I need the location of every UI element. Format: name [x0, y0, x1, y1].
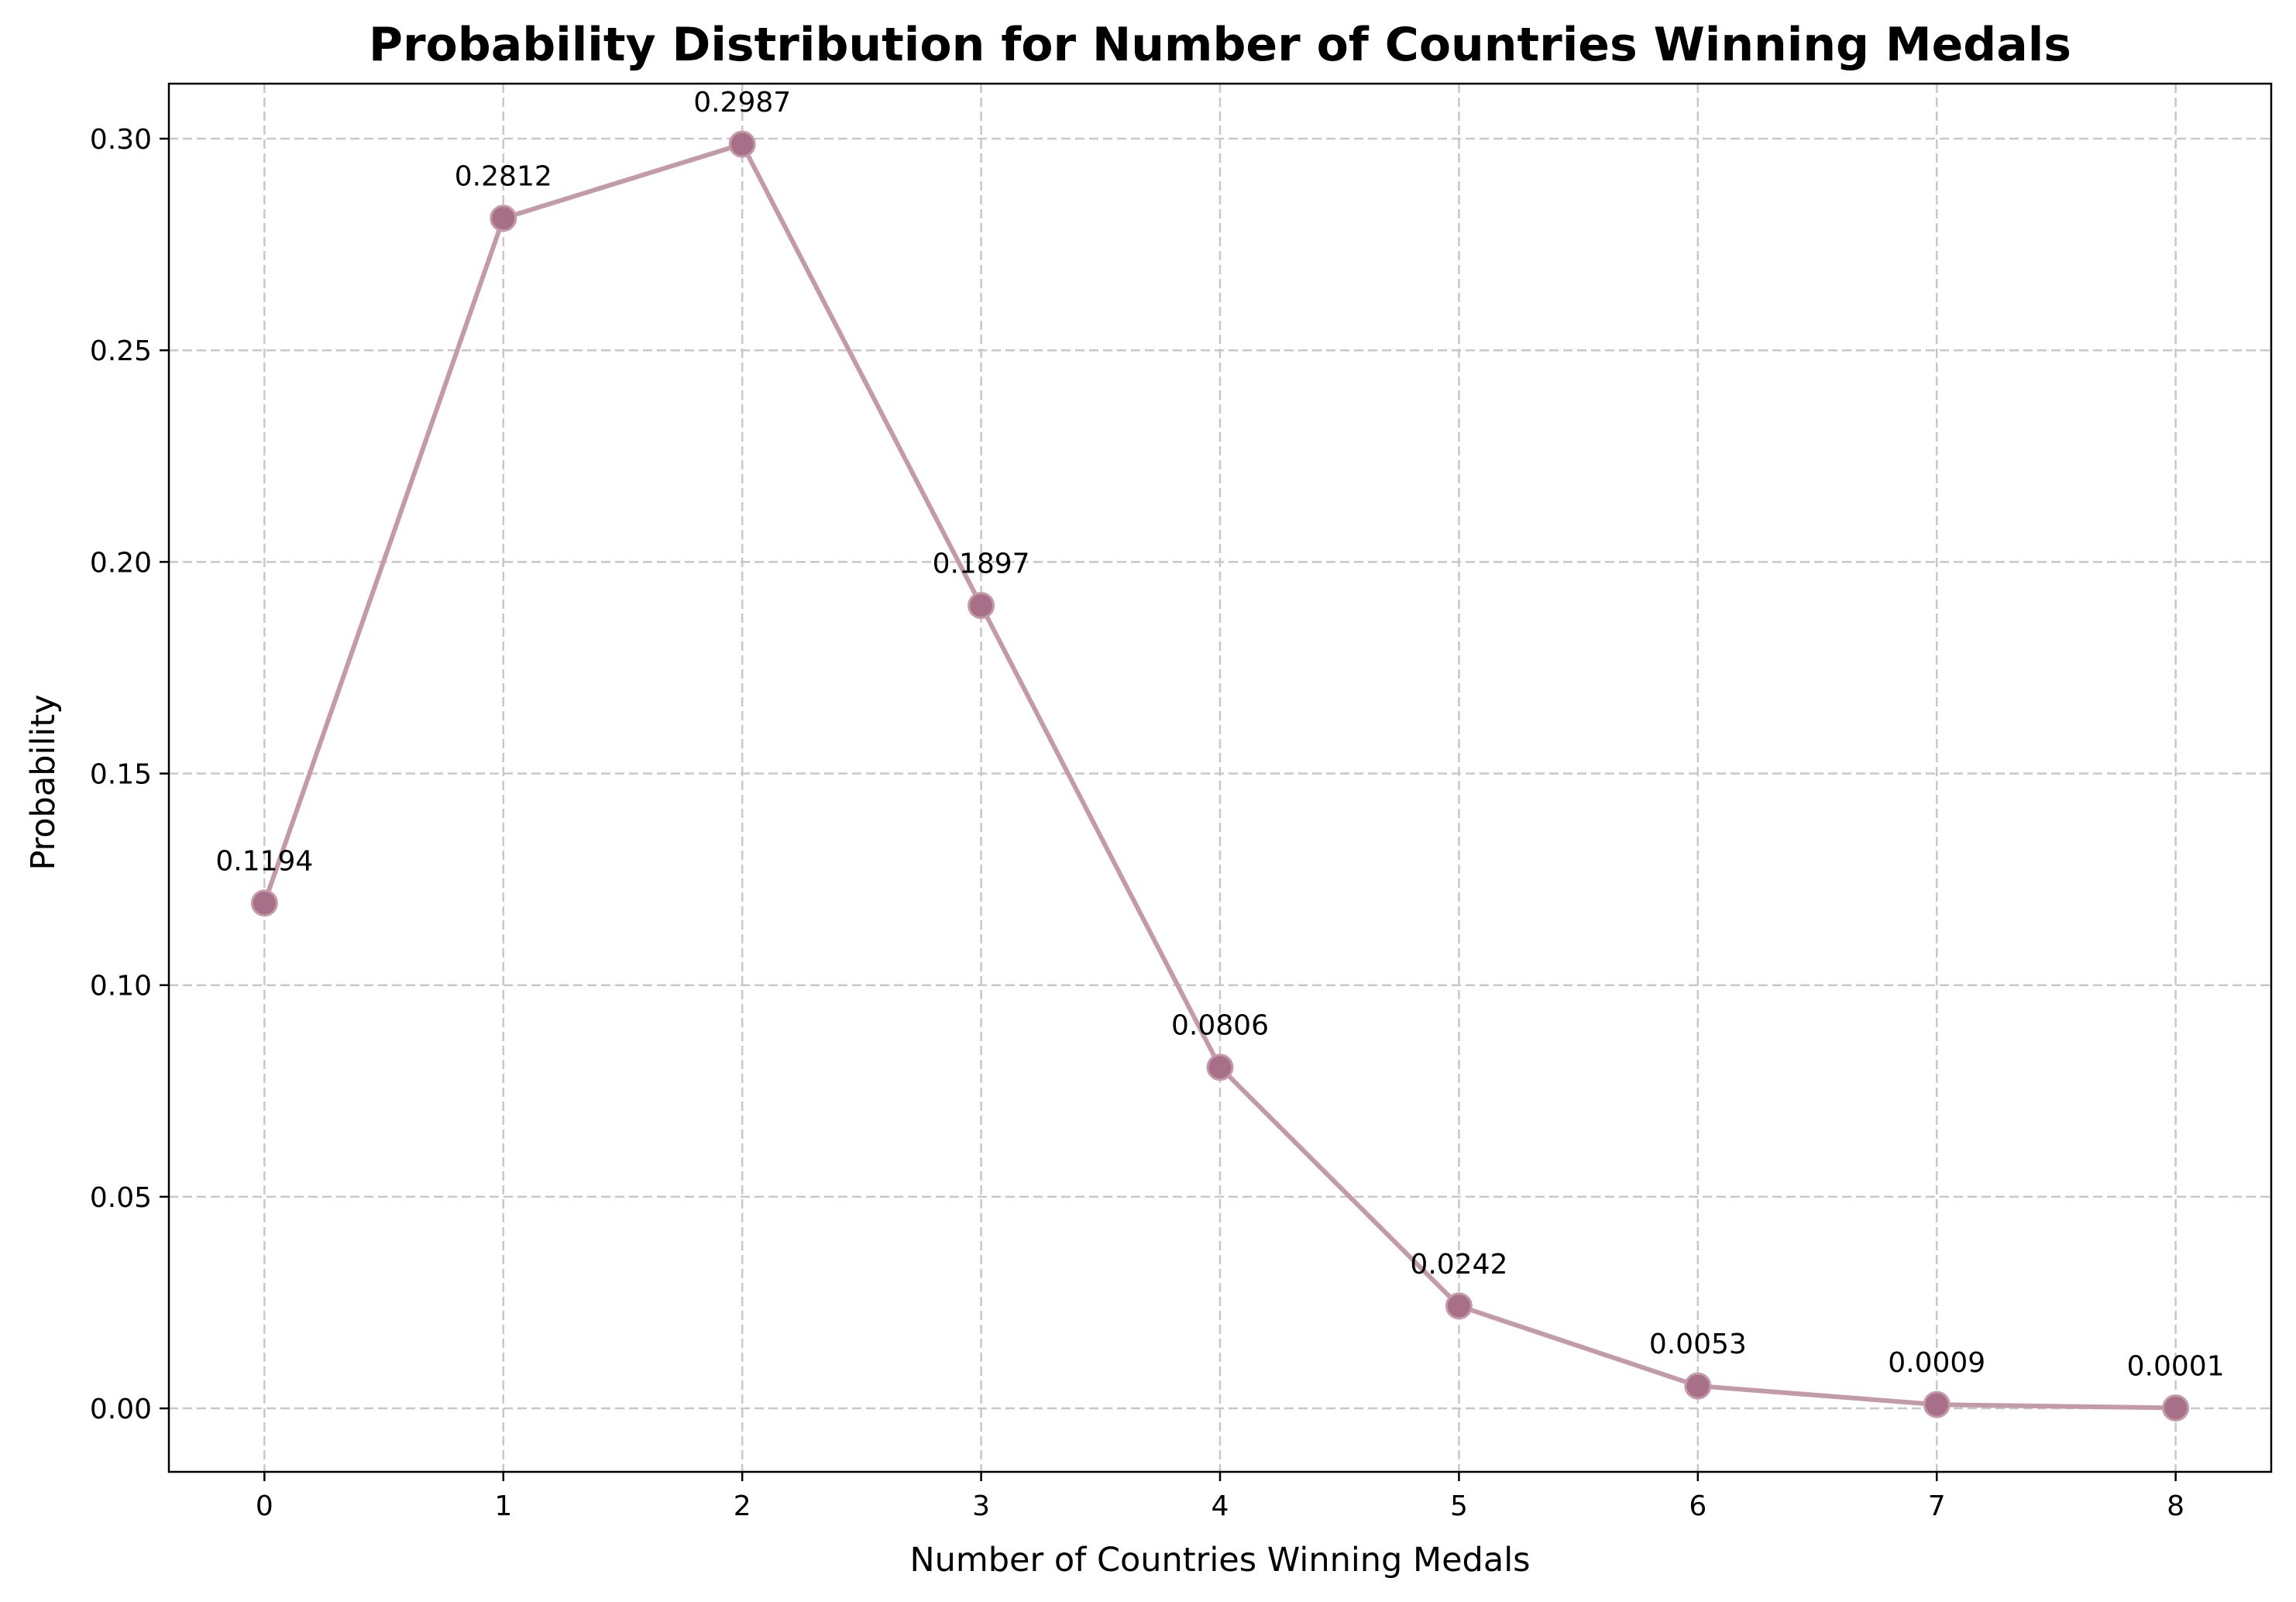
- data-point: [1445, 1292, 1473, 1320]
- y-tick-label: 0.20: [90, 547, 152, 579]
- x-tick-label: 7: [1928, 1490, 1946, 1522]
- data-point: [968, 592, 995, 620]
- data-point: [250, 889, 278, 917]
- y-tick-label: 0.10: [90, 971, 152, 1002]
- data-point: [1206, 1054, 1234, 1081]
- tick-layer: 0 1 2 3 4 5 6 7 8 0.00 0.05 0.10 0.15 0.20 0.25 0.30: [90, 124, 2184, 1522]
- x-tick-label: 3: [972, 1490, 990, 1522]
- y-tick-label: 0.15: [90, 759, 152, 791]
- x-tick-label: 0: [256, 1490, 273, 1522]
- chart-title: Probability Distribution for Number of C…: [369, 18, 2071, 72]
- data-point: [1923, 1391, 1951, 1418]
- grid-layer: [169, 84, 2271, 1472]
- data-point: [1684, 1372, 1712, 1400]
- data-point: [2162, 1394, 2190, 1422]
- x-tick-label: 4: [1212, 1490, 1229, 1522]
- x-tick-label: 2: [734, 1490, 751, 1522]
- data-label: 0.0053: [1649, 1329, 1747, 1360]
- data-label: 0.2987: [693, 87, 791, 119]
- y-axis-label: Probability: [24, 694, 63, 870]
- data-label: 0.2812: [455, 161, 552, 193]
- y-tick-label: 0.05: [90, 1182, 152, 1214]
- y-tick-label: 0.00: [90, 1394, 152, 1425]
- data-label: 0.0009: [1888, 1347, 1985, 1379]
- data-label: 0.1194: [215, 846, 313, 878]
- x-tick-label: 5: [1450, 1490, 1468, 1522]
- data-point: [490, 205, 517, 232]
- data-label: 0.0242: [1410, 1249, 1507, 1281]
- y-tick-label: 0.30: [90, 124, 152, 156]
- x-axis-label: Number of Countries Winning Medals: [909, 1541, 1530, 1580]
- data-label-layer: 0.1194 0.2812 0.2987 0.1897 0.0806 0.0242 0.00…: [215, 87, 2224, 1382]
- data-label: 0.0001: [2127, 1351, 2225, 1383]
- x-tick-label: 6: [1689, 1490, 1707, 1522]
- data-label: 0.1897: [933, 548, 1030, 580]
- series-layer: [250, 130, 2190, 1422]
- x-tick-label: 8: [2167, 1490, 2184, 1522]
- data-label: 0.0806: [1171, 1010, 1269, 1042]
- x-tick-label: 1: [494, 1490, 512, 1522]
- y-tick-label: 0.25: [90, 335, 152, 367]
- data-point: [728, 130, 756, 158]
